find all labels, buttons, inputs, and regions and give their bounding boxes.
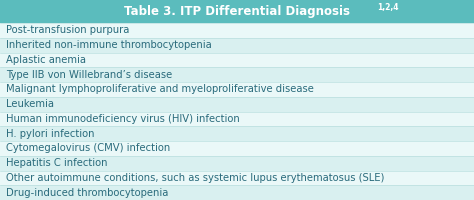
Text: 1,2,4: 1,2,4: [377, 3, 398, 12]
Text: Inherited non-immune thrombocytopenia: Inherited non-immune thrombocytopenia: [6, 40, 211, 50]
FancyBboxPatch shape: [0, 141, 474, 156]
Text: Table 3. ITP Differential Diagnosis: Table 3. ITP Differential Diagnosis: [124, 5, 350, 18]
Text: Drug-induced thrombocytopenia: Drug-induced thrombocytopenia: [6, 188, 168, 198]
FancyBboxPatch shape: [0, 97, 474, 111]
FancyBboxPatch shape: [0, 67, 474, 82]
FancyBboxPatch shape: [0, 82, 474, 97]
Text: Post-transfusion purpura: Post-transfusion purpura: [6, 25, 129, 35]
FancyBboxPatch shape: [0, 52, 474, 67]
Text: Leukemia: Leukemia: [6, 99, 54, 109]
Text: Human immunodeficiency virus (HIV) infection: Human immunodeficiency virus (HIV) infec…: [6, 114, 239, 124]
Text: H. pylori infection: H. pylori infection: [6, 129, 94, 139]
FancyBboxPatch shape: [0, 170, 474, 185]
FancyBboxPatch shape: [0, 156, 474, 170]
Text: Other autoimmune conditions, such as systemic lupus erythematosus (SLE): Other autoimmune conditions, such as sys…: [6, 173, 384, 183]
FancyBboxPatch shape: [0, 185, 474, 200]
FancyBboxPatch shape: [0, 126, 474, 141]
FancyBboxPatch shape: [0, 38, 474, 52]
FancyBboxPatch shape: [0, 112, 474, 126]
Text: Aplastic anemia: Aplastic anemia: [6, 55, 86, 65]
FancyBboxPatch shape: [0, 0, 474, 23]
FancyBboxPatch shape: [0, 23, 474, 38]
Text: Type IIB von Willebrand’s disease: Type IIB von Willebrand’s disease: [6, 70, 172, 80]
Text: Cytomegalovirus (CMV) infection: Cytomegalovirus (CMV) infection: [6, 143, 170, 153]
Text: Malignant lymphoproliferative and myeloproliferative disease: Malignant lymphoproliferative and myelop…: [6, 84, 314, 94]
Text: Hepatitis C infection: Hepatitis C infection: [6, 158, 107, 168]
